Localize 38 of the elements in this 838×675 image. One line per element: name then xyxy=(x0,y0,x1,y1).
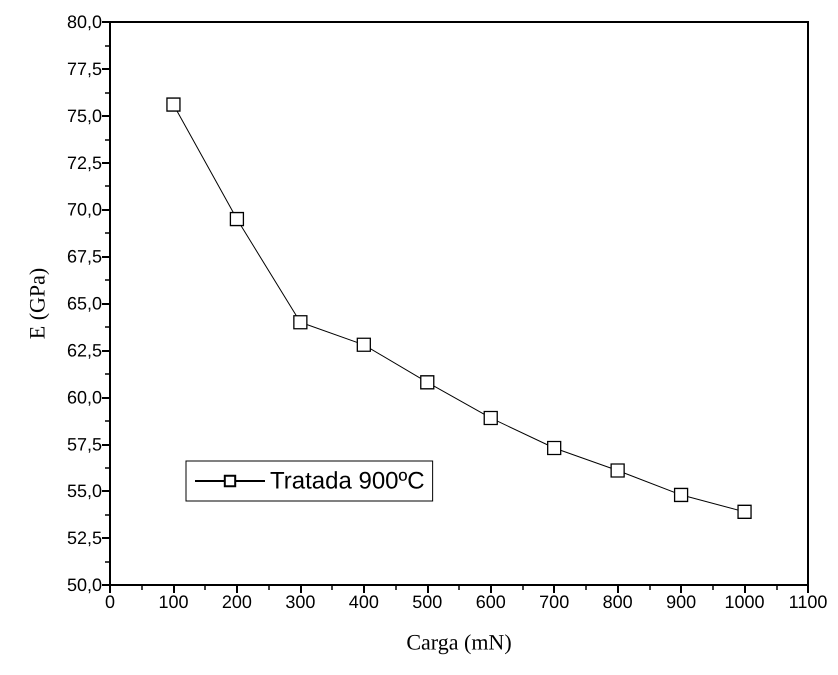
x-tick-label: 100 xyxy=(158,592,188,612)
x-tick-label: 700 xyxy=(539,592,570,612)
point xyxy=(737,504,752,519)
x-tick-label: 1000 xyxy=(724,592,765,612)
point xyxy=(166,97,181,112)
y-tick-label: 75,0 xyxy=(66,106,102,126)
point xyxy=(356,338,371,352)
x-tick-label: 600 xyxy=(476,592,506,612)
y-tick-label: 67,5 xyxy=(66,246,102,267)
point xyxy=(547,440,562,456)
y-tick-label: 77,5 xyxy=(66,58,102,79)
y-tick-label: 72,5 xyxy=(66,152,102,173)
x-tick-label: 1100 xyxy=(788,592,828,612)
x-tick-label: 400 xyxy=(348,592,379,612)
point xyxy=(420,375,434,390)
x-tick-label: 900 xyxy=(666,592,696,612)
y-tick-label: 55,0 xyxy=(66,481,102,502)
x-tick-label: 300 xyxy=(285,592,316,612)
x-axis-title: Carga (mN) xyxy=(406,630,512,654)
point xyxy=(674,488,688,502)
x-tick-label: 800 xyxy=(602,592,633,612)
y-tick-label: 50,0 xyxy=(66,575,102,595)
y-tick-label: 52,5 xyxy=(66,528,102,548)
x-tick-label: 0 xyxy=(104,592,116,612)
y-tick-label: 70,0 xyxy=(66,200,102,220)
y-tick-label: 62,5 xyxy=(66,340,102,360)
y-tick-label: 60,0 xyxy=(66,387,102,408)
legend-label: Tratada 900ºC xyxy=(270,468,425,494)
y-tick-label: 57,5 xyxy=(66,434,102,454)
y-tick-label: 80,0 xyxy=(66,12,102,32)
point xyxy=(610,463,625,478)
x-tick-label: 500 xyxy=(412,592,442,612)
y-tick-label: 65,0 xyxy=(66,294,102,314)
x-tick-label: 200 xyxy=(222,592,252,612)
point xyxy=(293,315,308,330)
point xyxy=(230,212,244,226)
y-axis-title: E (GPa) xyxy=(24,268,50,340)
point xyxy=(484,410,498,426)
